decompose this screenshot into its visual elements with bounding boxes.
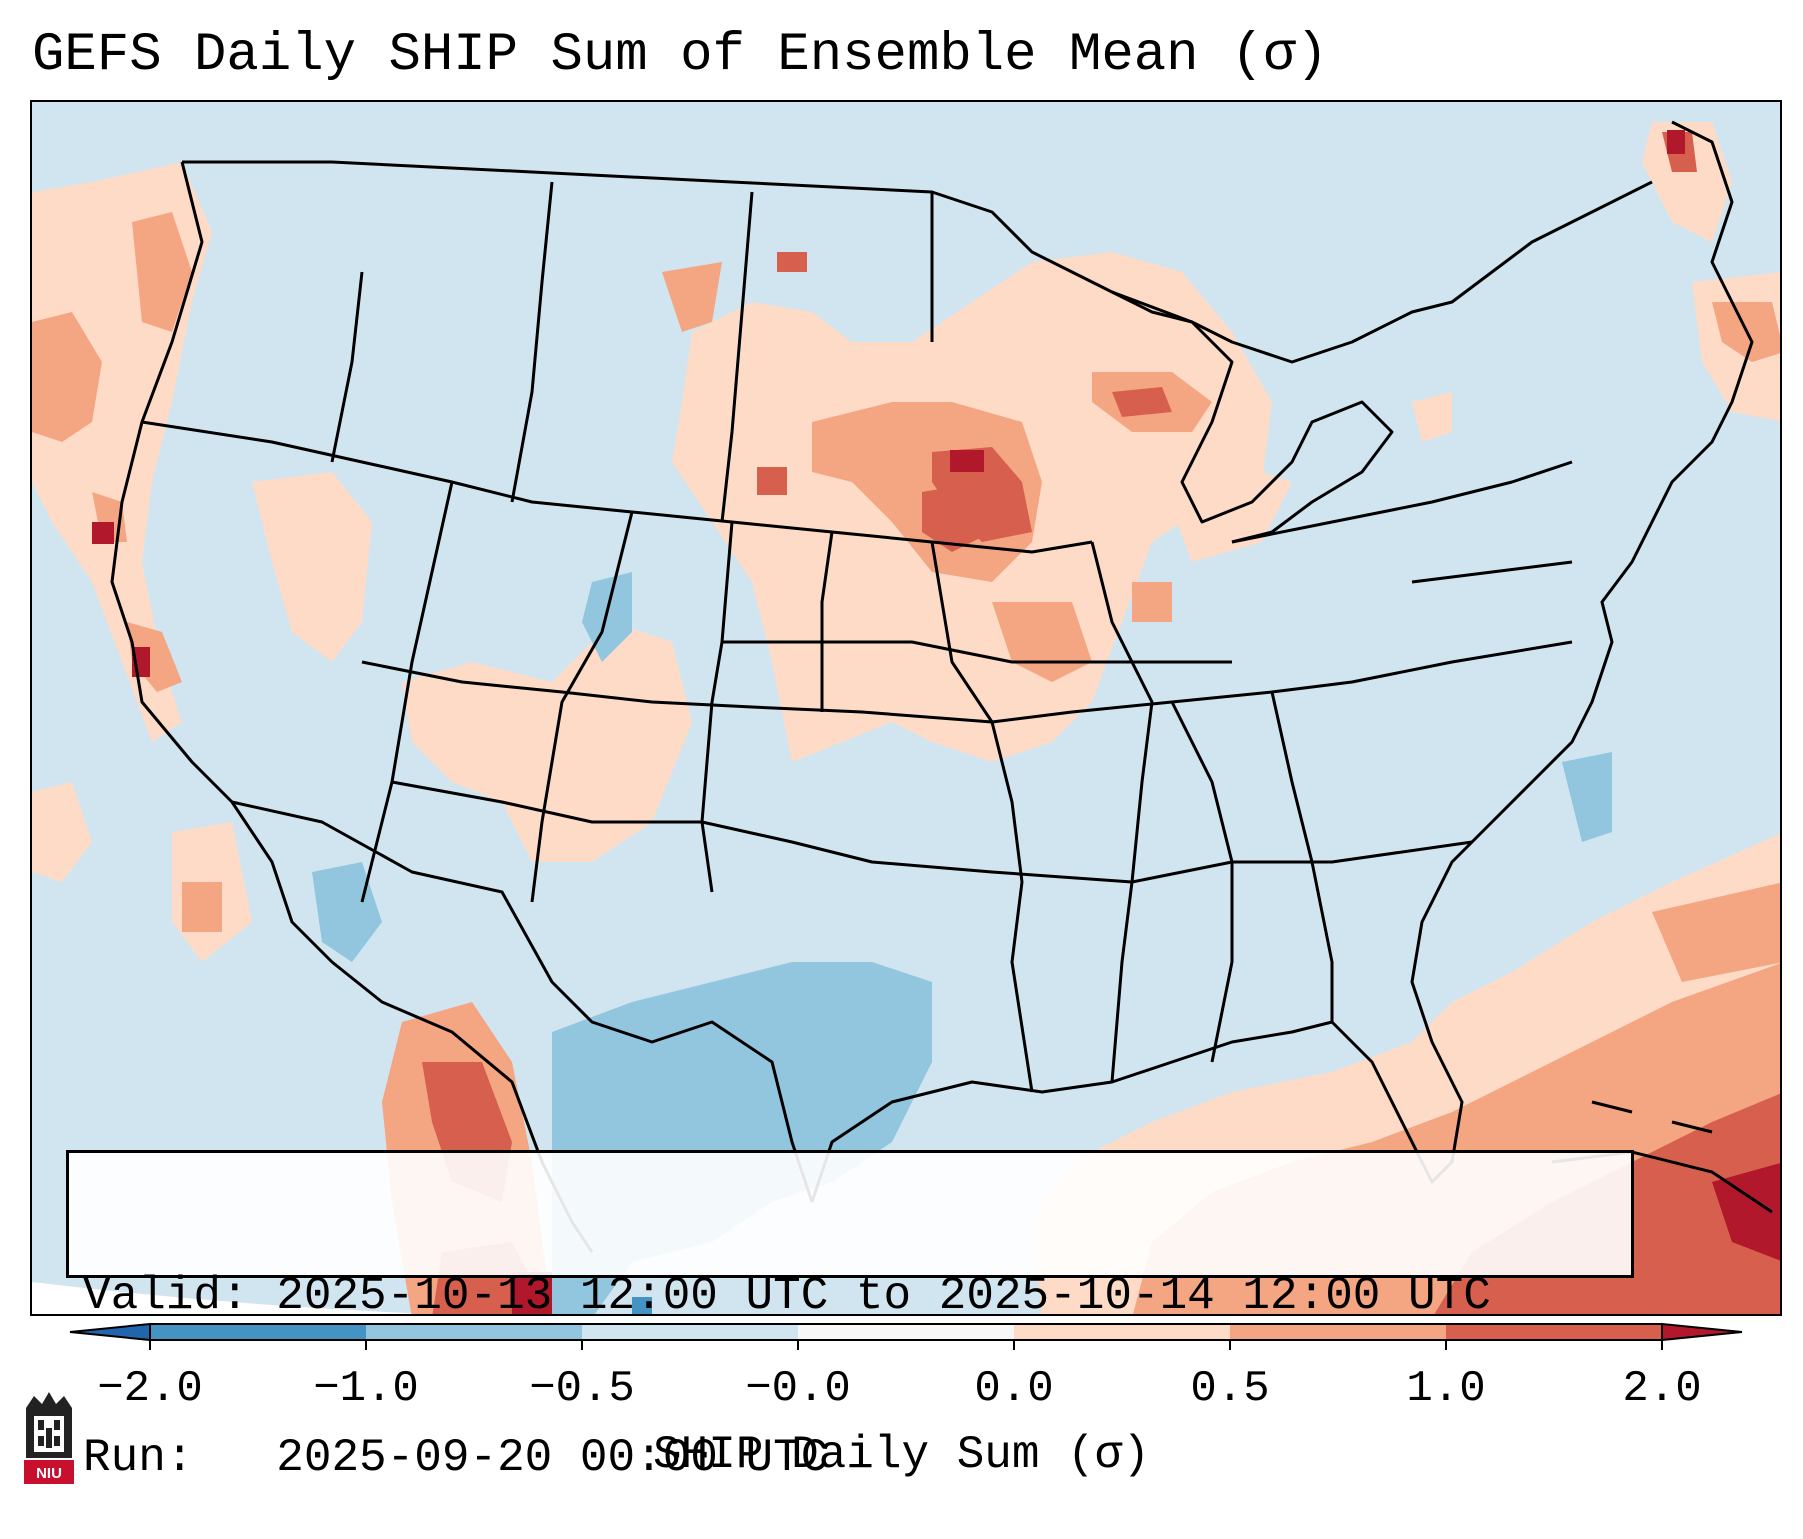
- colorbar-tick-label: 0.0: [974, 1364, 1054, 1414]
- chart-title: GEFS Daily SHIP Sum of Ensemble Mean (σ): [32, 25, 1329, 86]
- colorbar-tick-label: 0.5: [1190, 1364, 1270, 1414]
- colorbar-extend-high: [1661, 1322, 1743, 1342]
- niu-logo-icon: NIU: [24, 1392, 74, 1484]
- valid-time-text: Valid: 2025-10-13 12:00 UTC to 2025-10-1…: [83, 1270, 1491, 1322]
- colorbar-tick-label: 1.0: [1406, 1364, 1486, 1414]
- projection-edge-left: [32, 1282, 433, 1314]
- svg-text:NIU: NIU: [36, 1465, 62, 1482]
- colorbar-tick-label: −2.0: [97, 1364, 203, 1414]
- colorbar-label: SHIP Daily Sum (σ): [653, 1429, 1150, 1481]
- colorbar-tick-label: −0.0: [745, 1364, 851, 1414]
- run-time-text: Run: 2025-09-20 00:00 UTC: [83, 1432, 829, 1484]
- colorbar-tick-label: −0.5: [529, 1364, 635, 1414]
- colorbar-tick-label: −1.0: [313, 1364, 419, 1414]
- map-panel: [30, 100, 1782, 1316]
- pacific-coast-anomaly: [32, 162, 252, 962]
- northeast-anomaly: [1412, 122, 1780, 442]
- valid-run-info-box: Valid: 2025-10-13 12:00 UTC to 2025-10-1…: [66, 1150, 1634, 1484]
- niu-logo: NIU: [20, 1388, 78, 1488]
- anomaly-map: [32, 102, 1780, 1314]
- boundary-lines: [110, 120, 1754, 1253]
- colorbar-tick-label: 2.0: [1622, 1364, 1702, 1414]
